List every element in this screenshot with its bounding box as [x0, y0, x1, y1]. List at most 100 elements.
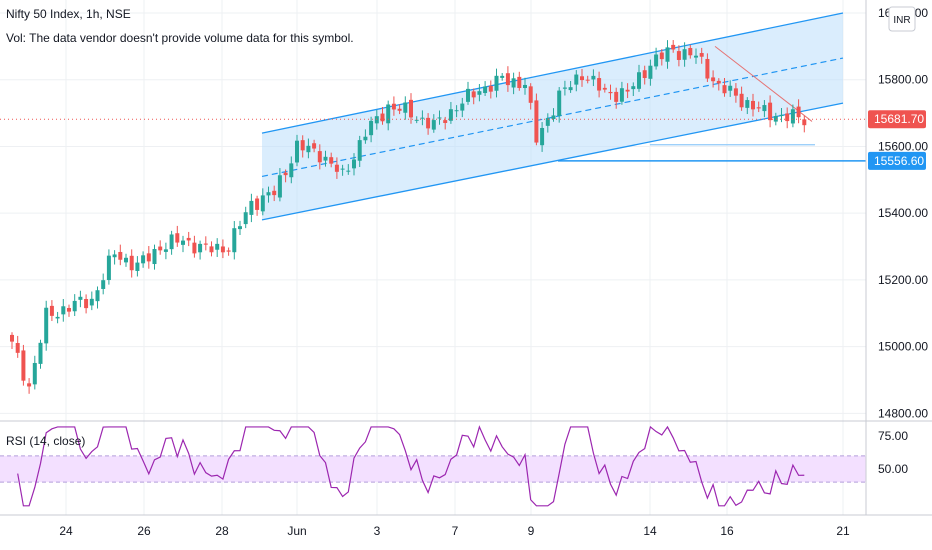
candle-body	[203, 243, 208, 245]
candle-body	[175, 233, 180, 243]
candle-body	[688, 47, 693, 56]
candle-body	[300, 140, 305, 151]
candle-body	[494, 75, 499, 91]
time-tick-label: 14	[643, 524, 657, 538]
candle-body	[591, 75, 596, 80]
channel-upper-line	[261, 12, 844, 134]
candle-body	[751, 100, 755, 110]
candle-body	[756, 107, 761, 109]
candle-body	[568, 87, 573, 91]
candle-body	[773, 116, 778, 122]
candle-body	[739, 93, 744, 108]
time-tick-label: 28	[215, 524, 229, 538]
candle-body	[682, 49, 687, 60]
candle-body	[152, 249, 157, 265]
candle-body	[409, 99, 413, 118]
candle-body	[209, 246, 214, 253]
candle-body	[272, 190, 277, 196]
candle-body	[659, 52, 664, 60]
candle-body	[78, 296, 83, 300]
candle-body	[27, 383, 32, 387]
price-tick-label: 15000.00	[878, 340, 928, 354]
candle-body	[283, 172, 288, 176]
candle-body	[625, 89, 630, 92]
candle-body	[181, 240, 185, 245]
candle-body	[545, 118, 550, 126]
candle-body	[220, 246, 225, 253]
candle-body	[226, 250, 231, 252]
rsi-line	[17, 425, 805, 507]
candle-body	[642, 70, 647, 79]
candle-body	[705, 58, 710, 79]
candle-body	[397, 108, 402, 111]
rsi-tick-label: 50.00	[878, 462, 908, 476]
candle-body	[380, 113, 385, 122]
channel-middle-line	[261, 57, 844, 178]
candle-body	[129, 255, 134, 271]
candle-body	[796, 106, 801, 118]
candle-body	[243, 212, 248, 225]
time-tick-label: 16	[720, 524, 734, 538]
candle-body	[49, 305, 54, 316]
candle-body	[671, 44, 676, 50]
candle-body	[597, 78, 602, 91]
candle-body	[249, 200, 254, 215]
candle-body	[84, 299, 89, 309]
candle-body	[89, 298, 94, 306]
candle-body	[580, 76, 584, 81]
time-tick-label: 3	[374, 524, 381, 538]
candle-body	[448, 109, 453, 121]
candle-body	[523, 84, 527, 89]
candle-body	[557, 90, 562, 116]
rsi-title: RSI (14, close)	[6, 434, 86, 448]
candle-body	[169, 234, 174, 250]
candle-body	[118, 251, 123, 260]
candle-body	[779, 114, 784, 117]
price-tick-label: 15600.00	[878, 139, 928, 153]
candle-body	[511, 78, 516, 88]
candle-body	[238, 226, 242, 230]
candle-body	[95, 290, 100, 302]
candle-body	[733, 88, 738, 96]
candle-body	[101, 280, 106, 289]
currency-badge-bg	[888, 6, 916, 32]
candle-body	[562, 87, 567, 89]
candle-body	[106, 255, 111, 281]
candle-body	[505, 73, 510, 86]
candle-body	[289, 163, 294, 178]
candle-body	[414, 119, 419, 121]
candle-body	[391, 103, 396, 110]
candle-body	[711, 77, 716, 82]
candle-body	[454, 110, 459, 112]
candle-body	[386, 104, 391, 124]
candle-body	[608, 91, 613, 94]
candle-body	[699, 53, 704, 57]
candle-body	[186, 237, 191, 241]
candle-body	[722, 85, 727, 94]
support-level-tag: 15556.60	[874, 154, 924, 168]
time-tick-label: Jun	[287, 524, 306, 538]
candle-body	[357, 140, 362, 161]
candle-body	[762, 105, 767, 112]
candle-body	[460, 103, 465, 111]
candle-body	[631, 86, 636, 90]
candle-body	[198, 243, 203, 253]
candle-body	[369, 120, 374, 136]
last-price-tag-bg	[868, 110, 926, 129]
axes: 16000.0015800.0015600.0015400.0015200.00…	[0, 0, 932, 538]
currency-badge: INR	[893, 15, 910, 26]
candle-body	[215, 243, 220, 250]
time-tick-label: 26	[137, 524, 151, 538]
candle-body	[192, 242, 197, 254]
candle-body	[528, 86, 533, 103]
candle-body	[67, 307, 71, 312]
candle-body	[619, 88, 624, 102]
candle-body	[232, 228, 237, 253]
candle-body	[363, 136, 368, 141]
candle-body	[614, 91, 619, 102]
candle-body	[158, 246, 163, 251]
candle-body	[648, 65, 653, 79]
candle-body	[21, 350, 26, 381]
candle-body	[654, 54, 659, 67]
